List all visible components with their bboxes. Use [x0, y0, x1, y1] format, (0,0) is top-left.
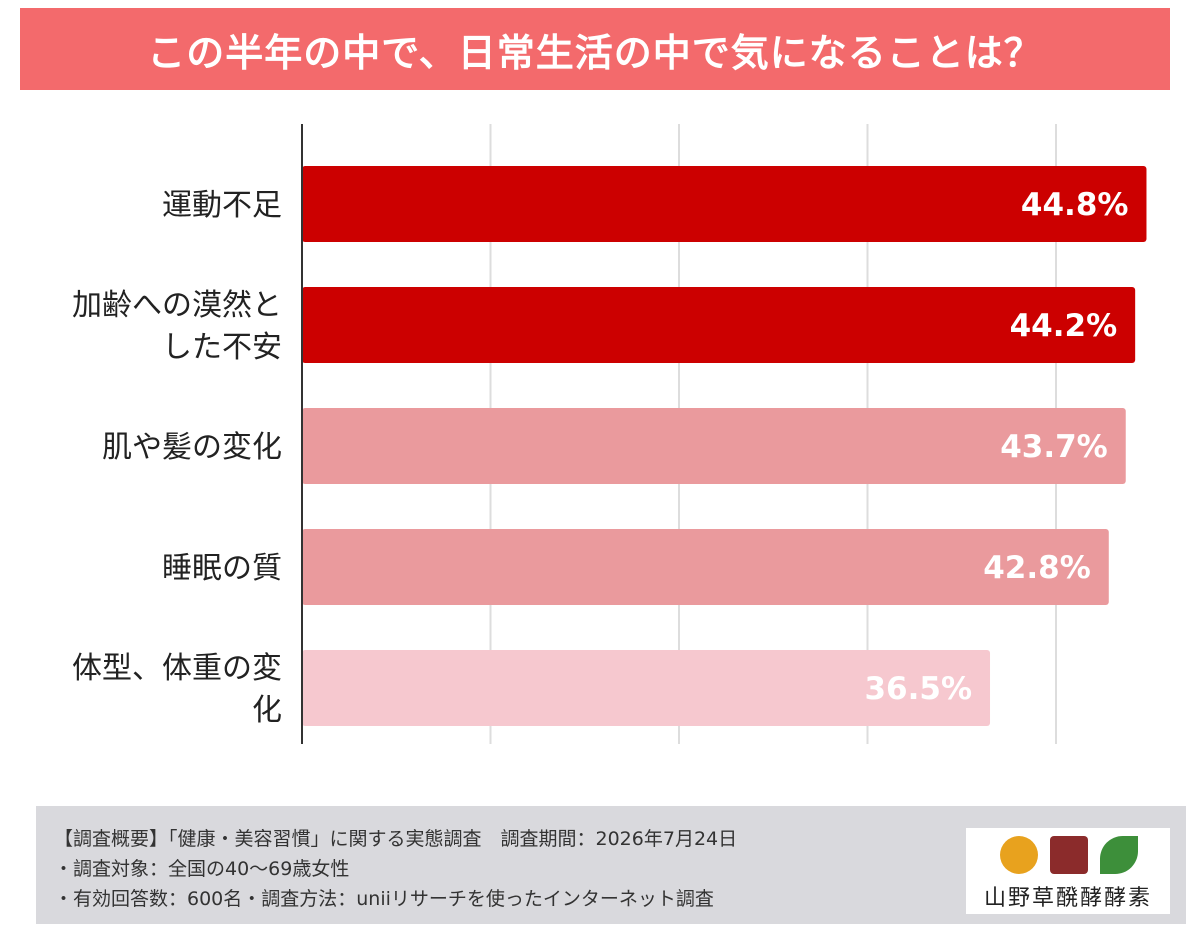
- category-label-0: 運動不足: [162, 188, 282, 223]
- category-label-2: 肌や髪の変化: [102, 430, 282, 465]
- logo-orange-icon: [1000, 836, 1038, 874]
- bar-3: [302, 529, 1109, 605]
- survey-footer: 【調査概要】「健康・美容習慣」に関する実態調査 調査期間：2026年7月24日 …: [36, 806, 1186, 924]
- bar-0: [302, 166, 1147, 242]
- title-banner: この半年の中で、日常生活の中で気になることは？: [20, 8, 1170, 90]
- category-label-3: 睡眠の質: [162, 551, 282, 586]
- value-label-0: 44.8%: [1021, 187, 1129, 223]
- bar-4: [302, 650, 991, 726]
- category-label-1-0: 加齢への漠然と: [72, 288, 282, 323]
- brand-logo: 山野草醗酵酵素: [966, 828, 1170, 914]
- value-label-2: 43.7%: [1000, 429, 1108, 465]
- survey-notes: 【調査概要】「健康・美容習慣」に関する実態調査 調査期間：2026年7月24日 …: [54, 824, 737, 914]
- value-label-3: 42.8%: [983, 550, 1091, 586]
- bar-1: [302, 287, 1136, 363]
- category-label-1-1: した不安: [162, 330, 282, 365]
- value-label-4: 36.5%: [864, 671, 972, 707]
- footer-line-target: ・調査対象：全国の40～69歳女性: [54, 858, 350, 880]
- footer-line-overview: 【調査概要】「健康・美容習慣」に関する実態調査 調査期間：2026年7月24日: [54, 828, 738, 850]
- logo-brown-icon: [1050, 836, 1088, 874]
- value-label-1: 44.2%: [1010, 308, 1118, 344]
- category-label-4-1: 化: [252, 693, 282, 728]
- logo-leaf-icon: [1100, 836, 1138, 874]
- category-label-4-0: 体型、体重の変: [72, 651, 282, 686]
- bar-2: [302, 408, 1126, 484]
- chart-title: この半年の中で、日常生活の中で気になることは？: [147, 30, 1043, 75]
- logo-text: 山野草醗酵酵素: [983, 886, 1152, 911]
- footer-line-method: ・有効回答数：600名・調査方法：uniiリサーチを使ったインターネット調査: [54, 888, 714, 910]
